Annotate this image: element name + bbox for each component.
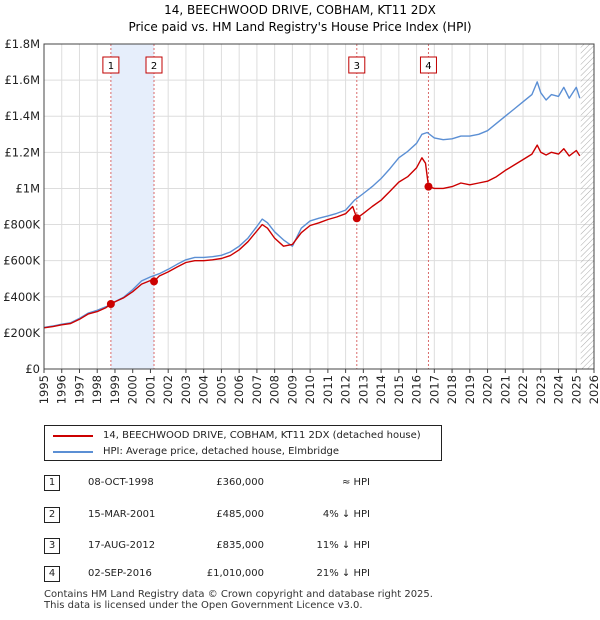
x-tick-label: 1995: [37, 375, 51, 404]
x-tick-label: 2000: [126, 375, 140, 404]
sale-badge: 3: [44, 538, 60, 554]
y-tick-label: £600K: [3, 254, 40, 268]
x-tick-label: 2022: [516, 375, 530, 404]
x-tick-label: 2024: [552, 375, 566, 404]
sale-badge: 1: [44, 475, 60, 491]
sale-row-3: 3 17-AUG-2012 £835,000 11% ↓ HPI: [0, 538, 600, 558]
chart-title: 14, BEECHWOOD DRIVE, COBHAM, KT11 2DX: [164, 3, 436, 17]
legend-swatch-hpi: [53, 451, 93, 453]
sale-date: 17-AUG-2012: [88, 540, 156, 551]
sale-label-number: 3: [354, 61, 360, 72]
sale-price: £835,000: [216, 540, 264, 551]
sale-row-4: 4 02-SEP-2016 £1,010,000 21% ↓ HPI: [0, 566, 600, 586]
sale-price: £1,010,000: [206, 568, 264, 579]
x-tick-label: 2026: [587, 375, 600, 404]
y-tick-label: £1.4M: [4, 109, 40, 123]
sale-label-box: [348, 56, 366, 74]
x-tick-label: 2017: [427, 375, 441, 404]
sale-date: 02-SEP-2016: [88, 568, 152, 579]
legend-item-hpi: HPI: Average price, detached house, Elmb…: [53, 445, 339, 459]
sale-label-number: 1: [108, 61, 114, 72]
x-tick-label: 2018: [445, 375, 459, 404]
plot-area-border: [43, 43, 595, 370]
sale-label-number: 4: [425, 61, 431, 72]
x-tick-label: 2016: [410, 375, 424, 404]
x-tick-label: 2009: [285, 375, 299, 404]
footer-line-2: This data is licensed under the Open Gov…: [44, 600, 363, 611]
x-tick-label: 2014: [374, 375, 388, 404]
sale-point-marker: [352, 214, 361, 223]
x-tick-label: 1997: [72, 375, 86, 404]
sale-row-2: 2 15-MAR-2001 £485,000 4% ↓ HPI: [0, 507, 600, 527]
y-tick-label: £1M: [15, 181, 40, 195]
sale-hpi-comparison: 21% ↓ HPI: [316, 568, 370, 579]
x-tick-label: 2012: [339, 375, 353, 404]
sale-price: £360,000: [216, 477, 264, 488]
y-tick-label: £200K: [3, 326, 40, 340]
y-tick-label: £400K: [3, 290, 40, 304]
y-tick-label: £0: [25, 362, 40, 376]
y-tick-label: £1.2M: [4, 145, 40, 159]
property-price-line: [43, 144, 581, 329]
x-tick-label: 2015: [392, 375, 406, 404]
x-tick-label: 2010: [303, 375, 317, 404]
hpi-line: [43, 81, 581, 329]
sale-point-marker: [424, 182, 433, 191]
y-tick-label: £1.8M: [4, 37, 40, 51]
sale-point-marker: [150, 277, 158, 286]
sale-badge: 2: [44, 507, 60, 523]
x-tick-label: 2008: [268, 375, 282, 404]
x-tick-label: 1999: [108, 375, 122, 404]
x-tick-label: 2023: [534, 375, 548, 404]
x-tick-label: 1996: [55, 375, 69, 404]
sale-date: 15-MAR-2001: [88, 509, 156, 520]
price-chart: 14, BEECHWOOD DRIVE, COBHAM, KT11 2DX Pr…: [3, 3, 600, 404]
sale-label-box: [145, 56, 163, 74]
y-tick-label: £1.6M: [4, 73, 40, 87]
x-tick-label: 2021: [498, 375, 512, 404]
x-tick-label: 2013: [356, 375, 370, 404]
y-tick-label: £800K: [3, 218, 40, 232]
x-tick-label: 2005: [214, 375, 228, 404]
sale-label-box: [419, 56, 437, 74]
x-tick-label: 1998: [90, 375, 104, 404]
x-tick-label: 2003: [179, 375, 193, 404]
footer-attribution: Contains HM Land Registry data © Crown c…: [44, 589, 433, 611]
legend-item-property: 14, BEECHWOOD DRIVE, COBHAM, KT11 2DX (d…: [53, 429, 421, 443]
legend-swatch-property: [53, 435, 93, 437]
x-tick-label: 2004: [197, 375, 211, 404]
sale-period-shade: [110, 44, 154, 369]
forecast-hatch: [580, 44, 594, 369]
legend-label-property: 14, BEECHWOOD DRIVE, COBHAM, KT11 2DX (d…: [103, 430, 421, 441]
sale-hpi-comparison: 4% ↓ HPI: [322, 509, 370, 520]
x-tick-label: 2019: [463, 375, 477, 404]
sale-label-number: 2: [151, 61, 157, 72]
footer-line-1: Contains HM Land Registry data © Crown c…: [44, 589, 433, 600]
sale-badge: 4: [44, 566, 60, 582]
x-tick-label: 2007: [250, 375, 264, 404]
x-tick-label: 2020: [481, 375, 495, 404]
sale-point-marker: [106, 300, 115, 308]
sale-date: 08-OCT-1998: [88, 477, 154, 488]
x-tick-label: 2002: [161, 375, 175, 404]
chart-subtitle: Price paid vs. HM Land Registry's House …: [128, 20, 471, 34]
x-tick-label: 2011: [321, 375, 335, 404]
legend-label-hpi: HPI: Average price, detached house, Elmb…: [103, 446, 340, 457]
x-tick-label: 2025: [569, 375, 583, 404]
legend: 14, BEECHWOOD DRIVE, COBHAM, KT11 2DX (d…: [44, 425, 442, 461]
sale-row-1: 1 08-OCT-1998 £360,000 ≈ HPI: [0, 475, 600, 495]
sale-label-box: [102, 56, 120, 74]
sale-hpi-comparison: ≈ HPI: [341, 477, 370, 488]
x-tick-label: 2001: [143, 375, 157, 404]
x-tick-label: 2006: [232, 375, 246, 404]
sale-hpi-comparison: 11% ↓ HPI: [316, 540, 370, 551]
sale-price: £485,000: [216, 509, 264, 520]
